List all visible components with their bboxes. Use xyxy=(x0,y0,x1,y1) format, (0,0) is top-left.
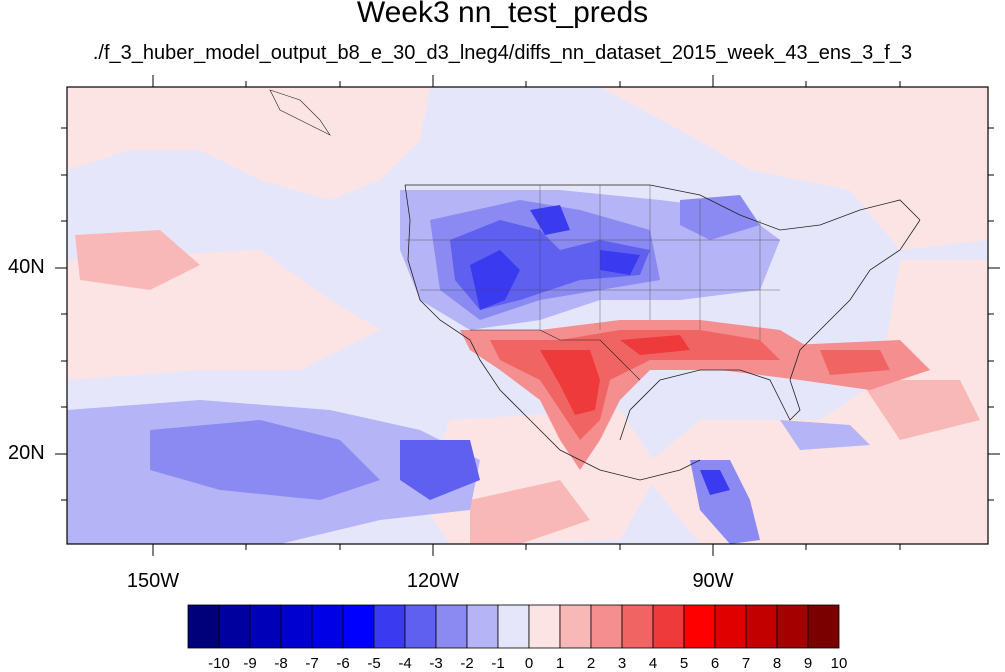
lon-label-90w: 90W xyxy=(692,570,734,592)
colorbar xyxy=(187,604,840,649)
colorbar-swatch xyxy=(590,604,623,649)
colorbar-swatch xyxy=(559,604,592,649)
colorbar-swatch xyxy=(621,604,654,649)
colorbar-tick-label: 5 xyxy=(679,655,689,672)
map-subtitle: ./f_3_huber_model_output_b8_e_30_d3_lneg… xyxy=(92,42,913,64)
colorbar-tick-label: 10 xyxy=(830,655,848,672)
colorbar-tick-label: 1 xyxy=(555,655,565,672)
colorbar-tick-label: -1 xyxy=(491,655,505,672)
lon-label-120w: 120W xyxy=(406,570,460,592)
lon-ticks xyxy=(152,75,901,556)
colorbar-swatch xyxy=(280,604,313,649)
colorbar-tick-label: -10 xyxy=(208,655,230,672)
colorbar-tick-label: -2 xyxy=(460,655,474,672)
lon-label-150w: 150W xyxy=(126,570,180,592)
colorbar-swatch xyxy=(745,604,778,649)
colorbar-tick-label: 6 xyxy=(710,655,720,672)
colorbar-tick-label: 3 xyxy=(617,655,627,672)
colorbar-swatch xyxy=(311,604,344,649)
colorbar-swatch xyxy=(404,604,437,649)
colorbar-swatch xyxy=(683,604,716,649)
colorbar-swatch xyxy=(807,604,840,649)
colorbar-swatch xyxy=(218,604,251,649)
map-title: Week3 nn_test_preds xyxy=(356,0,649,29)
colorbar-tick-label: 7 xyxy=(741,655,751,672)
map-frame xyxy=(66,86,989,545)
colorbar-tick-label: -3 xyxy=(429,655,443,672)
colorbar-tick-label: 9 xyxy=(803,655,813,672)
colorbar-swatch xyxy=(714,604,747,649)
colorbar-tick-label: -9 xyxy=(243,655,257,672)
colorbar-swatch xyxy=(249,604,282,649)
anomaly-field xyxy=(67,87,988,544)
colorbar-tick-label: -6 xyxy=(336,655,350,672)
colorbar-swatch xyxy=(435,604,468,649)
colorbar-swatch xyxy=(652,604,685,649)
colorbar-swatch xyxy=(187,604,220,649)
lat-ticks xyxy=(55,127,1000,501)
colorbar-tick-label: -8 xyxy=(274,655,288,672)
colorbar-swatch xyxy=(497,604,530,649)
colorbar-swatch xyxy=(776,604,809,649)
colorbar-swatch xyxy=(466,604,499,649)
lat-label-20n: 20N xyxy=(8,442,45,464)
colorbar-tick-label: 0 xyxy=(524,655,534,672)
colorbar-tick-label: 8 xyxy=(772,655,782,672)
colorbar-swatch xyxy=(528,604,561,649)
colorbar-swatch xyxy=(373,604,406,649)
lat-label-40n: 40N xyxy=(8,256,45,278)
colorbar-tick-label: 2 xyxy=(586,655,596,672)
colorbar-tick-label: -4 xyxy=(398,655,412,672)
colorbar-tick-label: 4 xyxy=(648,655,658,672)
colorbar-tick-label: -7 xyxy=(305,655,319,672)
colorbar-tick-label: -5 xyxy=(367,655,381,672)
colorbar-swatch xyxy=(342,604,375,649)
